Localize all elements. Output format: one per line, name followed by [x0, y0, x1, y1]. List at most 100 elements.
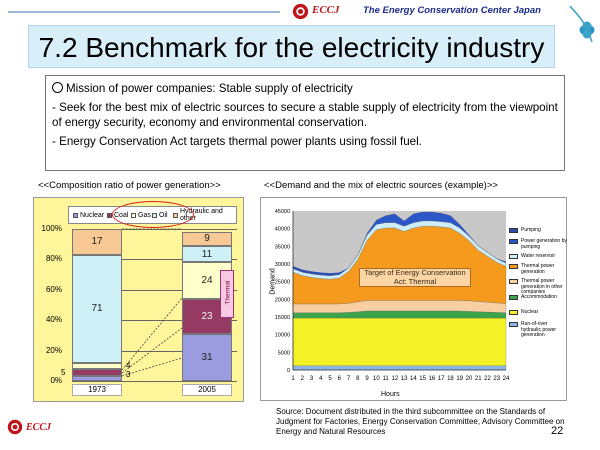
bar-1973-gas [72, 362, 122, 369]
x-tick-23: 23 [493, 376, 500, 382]
page-title: 7.2 Benchmark for the electricity indust… [38, 32, 545, 63]
bar-1973-nuclear [72, 376, 122, 381]
x-tick-24: 24 [503, 376, 510, 382]
y-tick-0pct: 0% [50, 376, 62, 385]
x-tick-19: 19 [456, 376, 463, 382]
footer-eccj-logo-icon [7, 419, 23, 435]
footer-brand: ECCJ [26, 422, 52, 433]
y-tick-35000: 35000 [275, 244, 290, 250]
legend-label: Water reservoir [521, 253, 555, 259]
bar-1973-hydro: 17 [72, 229, 122, 255]
clover-logo-icon [569, 5, 595, 43]
bar-1973-coal [72, 368, 122, 377]
x-tick-9: 9 [365, 376, 369, 382]
legend-label: Nuclear [521, 309, 539, 315]
axes-lines [292, 211, 506, 371]
y-tick-15000: 15000 [275, 315, 290, 321]
x-tick-8: 8 [356, 376, 360, 382]
legend-label: Power generation by pumping [521, 238, 567, 250]
x-tick-10: 10 [373, 376, 380, 382]
mission-line-2: - Seek for the best mix of electric sour… [52, 101, 558, 129]
source-note: Source: Document distributed in the thir… [276, 407, 565, 436]
y-tick-80pct: 80% [45, 254, 62, 264]
gridline [72, 350, 237, 352]
bar-value-label: 11 [201, 248, 213, 260]
bar-2005-nuclear: 31 [182, 333, 232, 381]
x-tick-2: 2 [301, 376, 305, 382]
x-tick-1: 1 [291, 376, 295, 382]
y-tick-40pct: 40% [45, 315, 62, 325]
x-axis-title: Hours [381, 391, 400, 398]
label-1973-coal: 5 [61, 367, 66, 377]
legend-label: Pumping [521, 227, 541, 233]
x-tick-20: 20 [466, 376, 473, 382]
thermal-bracket: Thermal [220, 270, 234, 318]
legend-swatch [509, 239, 518, 244]
eccj-logo-icon [292, 3, 309, 20]
legend-label: Thermal power generation [521, 263, 555, 275]
x-tick-17: 17 [438, 376, 445, 382]
header-brand: ECCJ [312, 4, 340, 16]
gridline [72, 259, 237, 261]
connector-lines [121, 228, 183, 377]
x-tick-7: 7 [347, 376, 351, 382]
page-number: 22 [551, 425, 564, 437]
legend-swatch [509, 264, 518, 269]
label-1973-nuclear: 3 [126, 370, 131, 379]
mission-box: Mission of power companies: Stable suppl… [45, 75, 565, 171]
x-tick-16: 16 [429, 376, 436, 382]
right-chart-caption: <<Demand and the mix of electric sources… [264, 180, 498, 191]
y-tick-20000: 20000 [275, 297, 290, 303]
mission-line-1-text: Mission of power companies: Stable suppl… [66, 82, 353, 95]
y-tick-10000: 10000 [275, 333, 290, 339]
y-tick-30000: 30000 [275, 262, 290, 268]
header-org-name: The Energy Conservation Center Japan [363, 5, 541, 16]
gridline [72, 289, 237, 291]
x-tick-11: 11 [382, 376, 389, 382]
demand-mix-chart: 45000 40000 35000 30000 25000 20000 15000 10000… [260, 197, 567, 401]
x-tick-5: 5 [328, 376, 332, 382]
gridline [72, 381, 237, 382]
title-banner: 7.2 Benchmark for the electricity indust… [28, 25, 555, 68]
x-tick-15: 15 [419, 376, 426, 382]
mission-line-1: Mission of power companies: Stable suppl… [52, 81, 558, 96]
x-tick-21: 21 [475, 376, 482, 382]
legend-label: Run-of-river hydraulic power generation [521, 321, 557, 338]
x-tick-18: 18 [447, 376, 454, 382]
thermal-label: Thermal [224, 280, 232, 305]
legend-swatch [509, 228, 518, 233]
label-1973-gas: 4 [126, 361, 131, 370]
bar-2005-oil: 11 [182, 245, 232, 263]
energy-act-annotation: Target of Energy Conservation Act: Therm… [359, 268, 471, 287]
y-tick-20pct: 20% [45, 345, 62, 355]
x-label-2005: 2005 [182, 384, 232, 396]
header-rule [8, 11, 280, 13]
x-tick-3: 3 [310, 376, 314, 382]
bar-value-label: 17 [91, 236, 103, 248]
y-tick-60pct: 60% [45, 284, 62, 294]
legend-swatch [509, 310, 518, 315]
gridline [72, 229, 237, 230]
area-run-of-river-hydraulic-power-generation [292, 365, 507, 371]
x-tick-22: 22 [484, 376, 491, 382]
legend-swatch [509, 254, 518, 259]
y-tick-0: 0 [287, 368, 290, 374]
legend-swatch [509, 322, 518, 327]
circle-bullet-icon [52, 82, 63, 93]
bar-value-label: 9 [204, 233, 210, 245]
demand-area-plot: 4500040000350003000025000200001500010000… [275, 209, 510, 382]
y-axis-title: Demand [269, 268, 277, 295]
left-chart-caption: <<Composition ratio of power generation>… [38, 180, 221, 191]
bar-value-label: 23 [201, 310, 213, 322]
x-tick-6: 6 [338, 376, 342, 382]
bar-value-label: 71 [91, 303, 103, 315]
x-tick-13: 13 [401, 376, 408, 382]
legend-swatch-nuclear [73, 213, 78, 218]
legend-swatch-coal [107, 213, 112, 218]
y-tick-100pct: 100% [41, 224, 62, 233]
mission-line-3: - Energy Conservation Act targets therma… [52, 135, 422, 148]
legend-swatch [509, 295, 518, 300]
y-tick-5000: 5000 [278, 350, 290, 356]
bar-2005-hydro: 9 [182, 232, 232, 246]
x-tick-14: 14 [410, 376, 417, 382]
